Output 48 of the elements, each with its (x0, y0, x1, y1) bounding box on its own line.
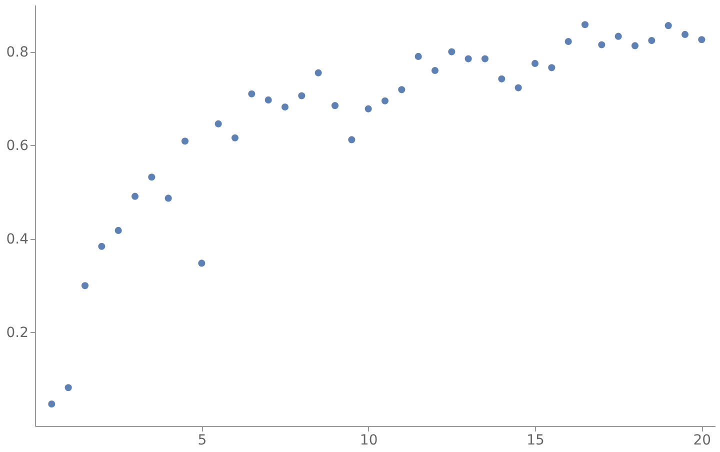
point (348, 136, 356, 144)
point (114, 226, 122, 234)
y-tick-label: 0.2 (6, 324, 28, 341)
point (698, 36, 706, 44)
point (414, 52, 422, 60)
point (598, 41, 606, 48)
point (214, 120, 222, 128)
point (448, 48, 456, 56)
point (581, 21, 589, 28)
point (464, 55, 472, 62)
point (98, 242, 106, 250)
point (381, 97, 389, 104)
x-tick-label: 10 (360, 432, 378, 448)
point (564, 38, 572, 46)
point (148, 174, 156, 181)
point (64, 384, 72, 392)
y-tick-label: 0.4 (6, 231, 29, 248)
point (131, 192, 139, 200)
point (264, 96, 272, 104)
y-tick-label: 0.6 (6, 138, 29, 154)
point (48, 400, 56, 408)
point (514, 84, 522, 92)
point (198, 260, 206, 267)
point (648, 37, 656, 44)
point (181, 138, 189, 145)
y-tick-label: 0.8 (6, 44, 28, 60)
x-tick-label: 15 (526, 432, 544, 448)
point (548, 64, 556, 72)
point (81, 282, 89, 290)
point (314, 69, 322, 76)
point (248, 90, 256, 98)
x-tick-label: 20 (693, 432, 712, 448)
point (398, 86, 406, 94)
point (498, 75, 506, 82)
point (481, 55, 489, 62)
point (281, 103, 289, 111)
point (364, 105, 372, 112)
point (664, 22, 672, 30)
point (431, 66, 439, 74)
point (298, 92, 306, 100)
x-tick-label: 5 (198, 432, 207, 448)
point (531, 60, 539, 67)
point (614, 32, 622, 40)
point (231, 134, 239, 142)
point (681, 30, 689, 38)
point (164, 194, 172, 202)
point (331, 102, 339, 110)
point (631, 42, 639, 50)
